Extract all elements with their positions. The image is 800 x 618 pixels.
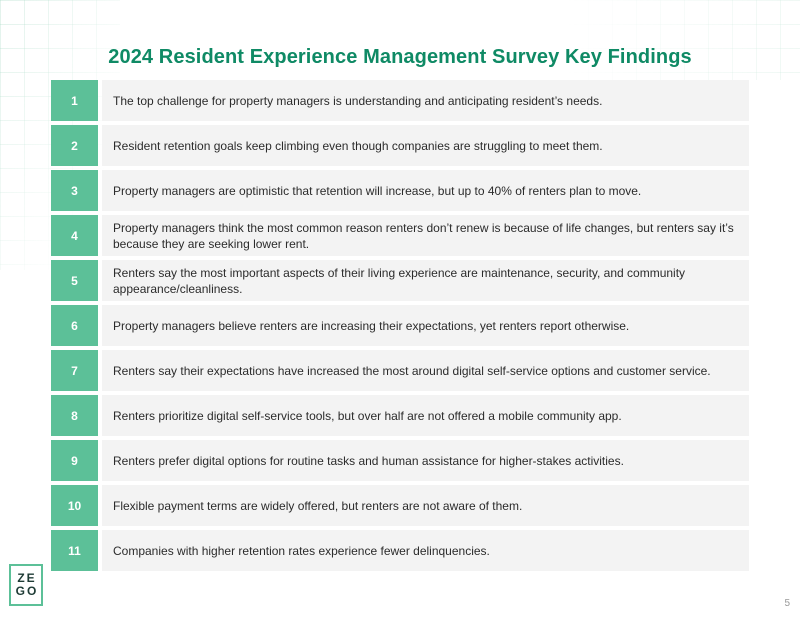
finding-row: 10 Flexible payment terms are widely off… <box>51 485 749 526</box>
finding-number: 2 <box>51 125 98 166</box>
finding-number: 4 <box>51 215 98 256</box>
finding-row: 9 Renters prefer digital options for rou… <box>51 440 749 481</box>
zego-logo: ZE GO <box>9 564 43 606</box>
finding-number: 6 <box>51 305 98 346</box>
finding-number: 9 <box>51 440 98 481</box>
finding-number: 8 <box>51 395 98 436</box>
finding-text: Companies with higher retention rates ex… <box>102 530 749 571</box>
finding-number: 5 <box>51 260 98 301</box>
finding-number: 3 <box>51 170 98 211</box>
finding-text: Renters prefer digital options for routi… <box>102 440 749 481</box>
finding-text: Renters prioritize digital self-service … <box>102 395 749 436</box>
finding-number: 1 <box>51 80 98 121</box>
finding-row: 6 Property managers believe renters are … <box>51 305 749 346</box>
finding-number: 7 <box>51 350 98 391</box>
findings-list: 1 The top challenge for property manager… <box>51 80 749 575</box>
page-number: 5 <box>784 598 790 609</box>
finding-row: 7 Renters say their expectations have in… <box>51 350 749 391</box>
finding-text: Property managers think the most common … <box>102 215 749 256</box>
finding-row: 8 Renters prioritize digital self-servic… <box>51 395 749 436</box>
finding-text: The top challenge for property managers … <box>102 80 749 121</box>
logo-line-1: ZE <box>17 571 37 585</box>
finding-row: 11 Companies with higher retention rates… <box>51 530 749 571</box>
finding-row: 1 The top challenge for property manager… <box>51 80 749 121</box>
background-grid-right <box>540 0 800 80</box>
finding-row: 4 Property managers think the most commo… <box>51 215 749 256</box>
page-title: 2024 Resident Experience Management Surv… <box>108 46 692 68</box>
finding-number: 10 <box>51 485 98 526</box>
finding-row: 3 Property managers are optimistic that … <box>51 170 749 211</box>
finding-number: 11 <box>51 530 98 571</box>
finding-text: Flexible payment terms are widely offere… <box>102 485 749 526</box>
finding-text: Renters say the most important aspects o… <box>102 260 749 301</box>
finding-text: Renters say their expectations have incr… <box>102 350 749 391</box>
finding-row: 2 Resident retention goals keep climbing… <box>51 125 749 166</box>
finding-row: 5 Renters say the most important aspects… <box>51 260 749 301</box>
finding-text: Property managers are optimistic that re… <box>102 170 749 211</box>
logo-line-2: GO <box>15 584 39 598</box>
finding-text: Property managers believe renters are in… <box>102 305 749 346</box>
finding-text: Resident retention goals keep climbing e… <box>102 125 749 166</box>
